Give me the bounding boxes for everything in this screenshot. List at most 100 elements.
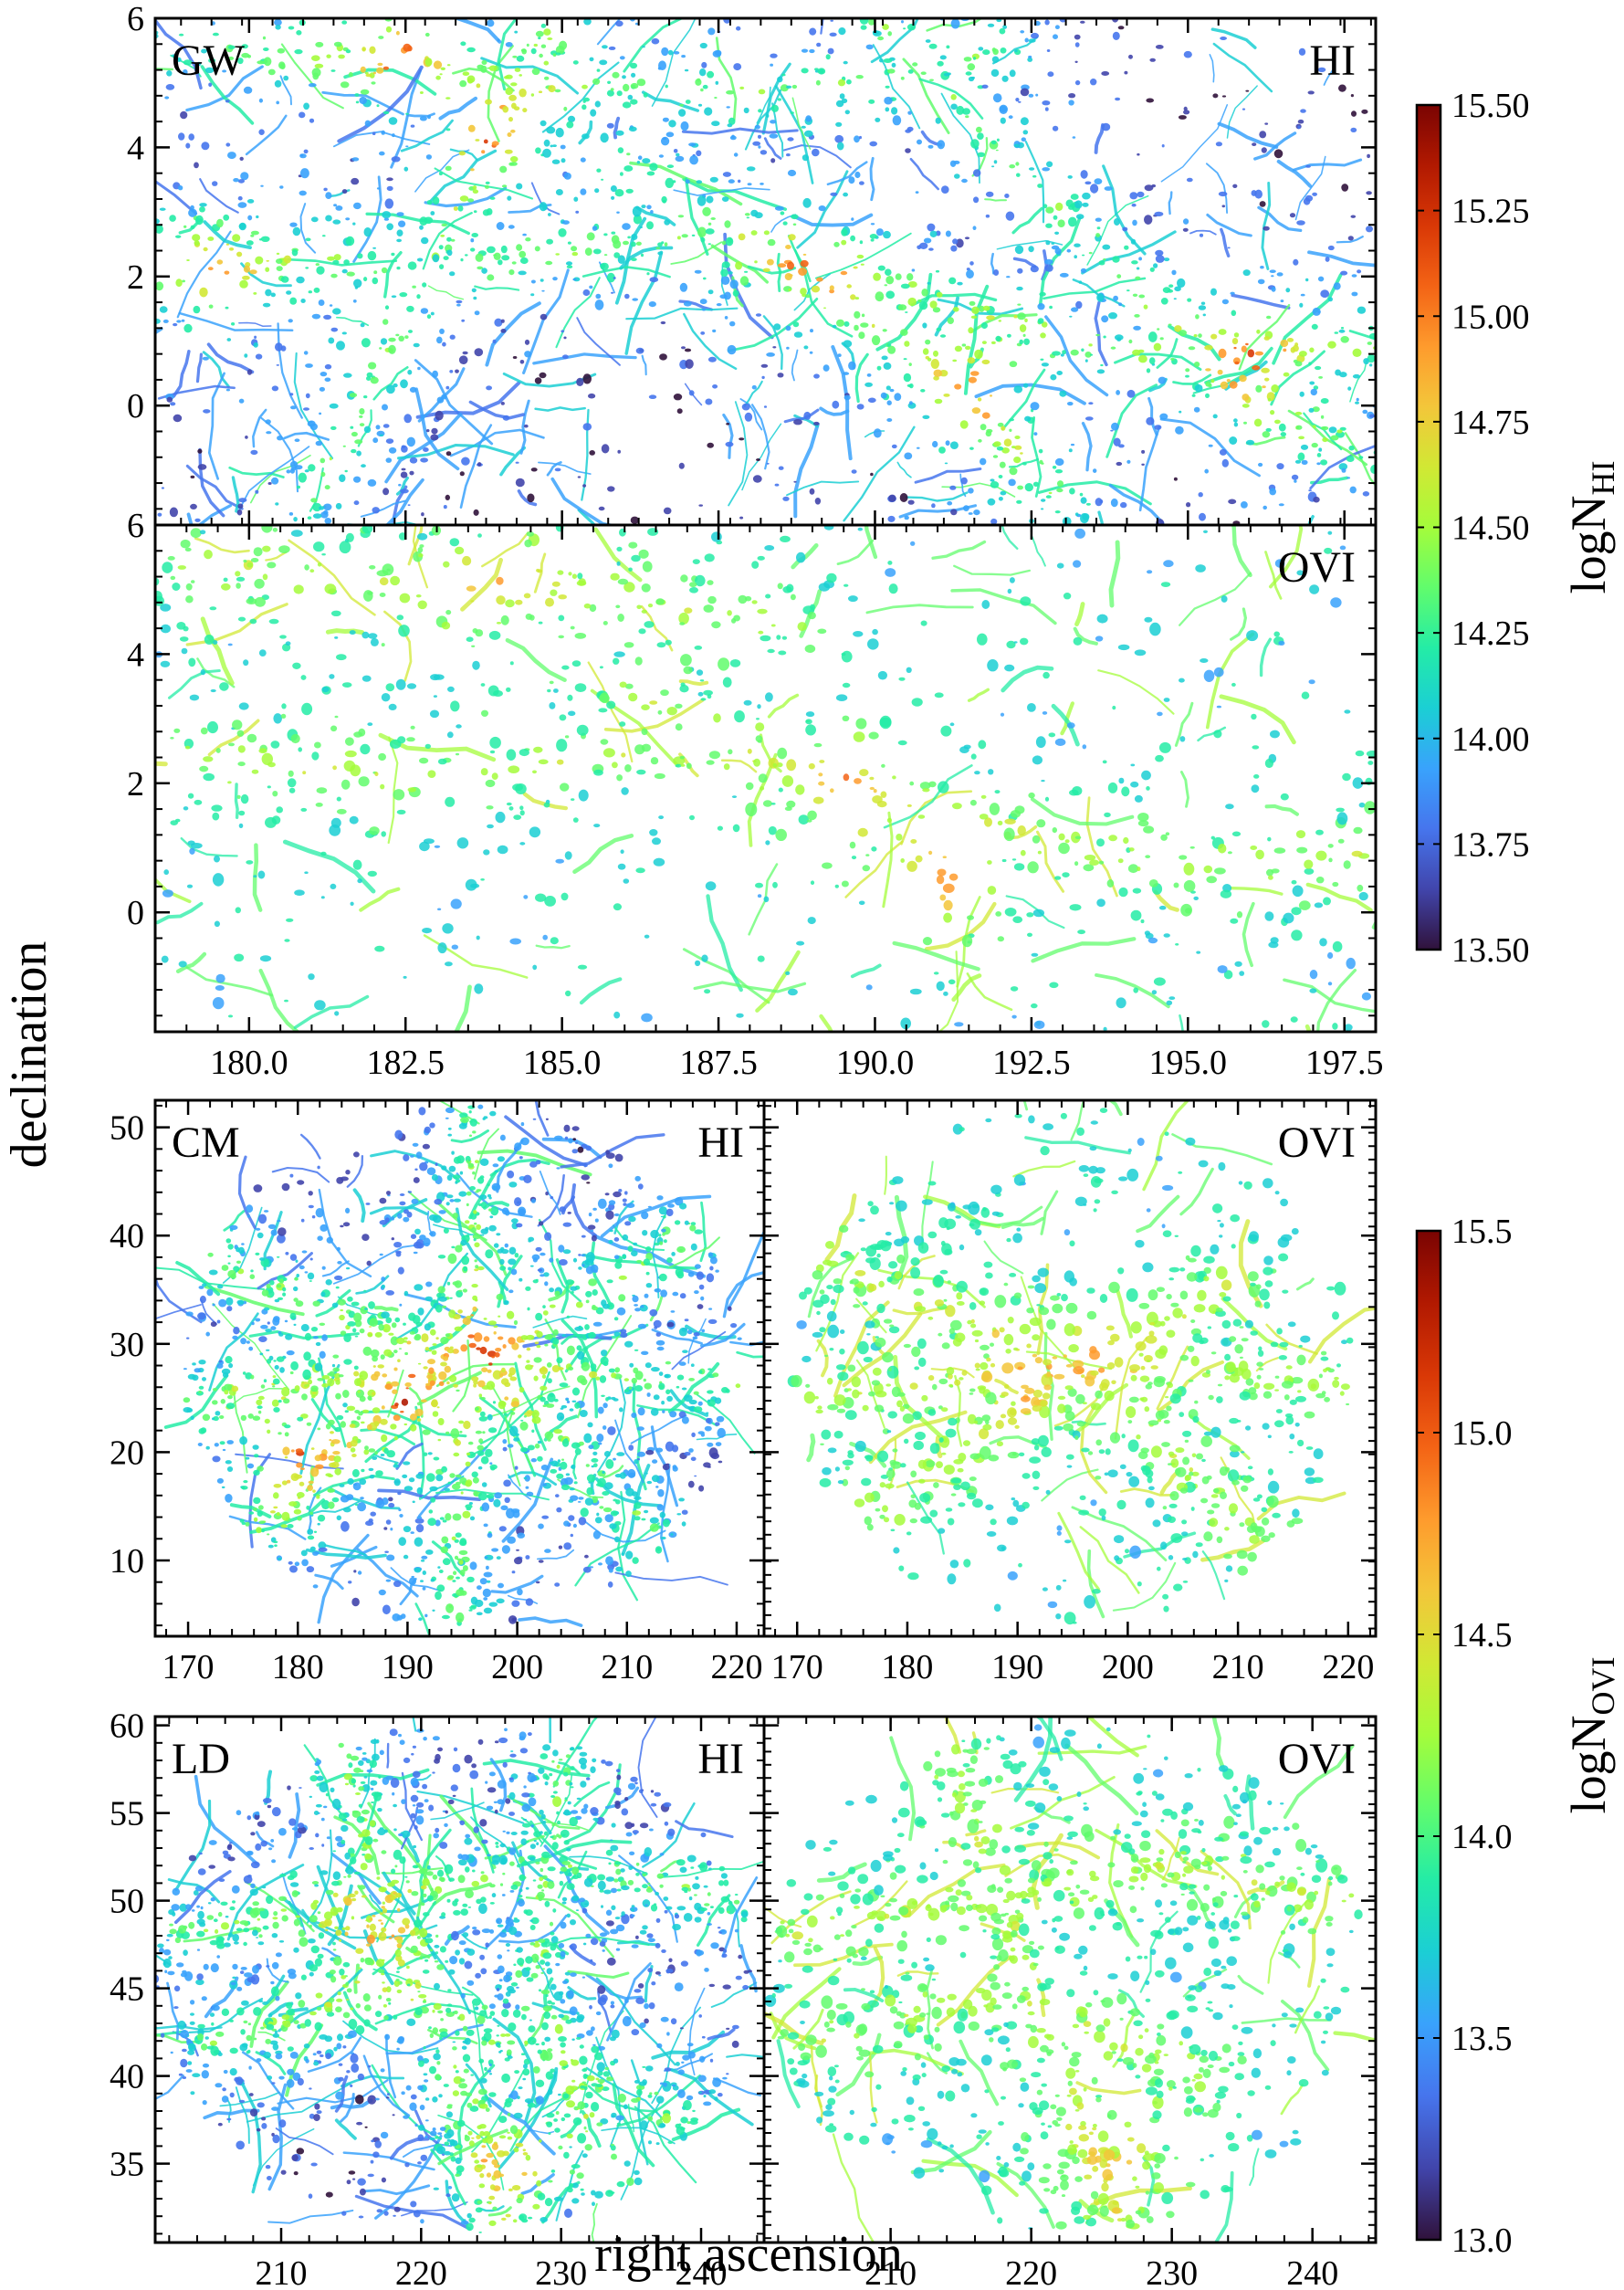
x-tick-label: 220 [1005,2254,1057,2290]
x-tick-label: 190.0 [836,1044,915,1082]
y-tick-label: 30 [110,1326,144,1364]
x-tick-label: 210 [864,2254,917,2290]
x-tick-label: 230 [535,2254,587,2290]
figure-ylabel: declination [1,941,58,1169]
tick-marks [764,1717,1376,2243]
tick-marks [154,523,1377,1032]
y-tick-label: 4 [127,636,144,674]
x-tick-label: 182.5 [367,1044,445,1082]
density-field [155,1717,764,2243]
panel-gw-hi: 6 4 2 0 GW HI [127,0,1378,527]
panel-ion-label: OVI [1278,1735,1356,1783]
x-tick-label: 230 [1146,2254,1198,2290]
x-tick-label: 240 [1286,2254,1338,2290]
x-tick-label: 220 [710,1648,762,1686]
y-tick-label: 35 [110,2146,144,2184]
axes-frame [153,523,1378,1034]
x-tick-label: 170 [771,1648,823,1686]
x-tick-label: 190 [991,1648,1043,1686]
colorbar-tick-label: 14.50 [1451,509,1530,548]
panel-ion-label: HI [697,1735,744,1783]
colorbar-gradient [1415,1229,1442,2242]
density-field [155,525,1376,1032]
x-tick-label: 170 [162,1648,215,1686]
x-tick-label: 197.5 [1305,1044,1384,1082]
panel-ion-label: HI [1309,37,1356,85]
colorbar-tick-label: 14.5 [1451,1616,1513,1654]
y-tick-label: 2 [127,765,144,804]
panel-ion-label: OVI [1278,1119,1356,1167]
colorbar-tick-label: 14.00 [1451,720,1530,759]
colorbar-tick-label: 13.50 [1451,931,1530,970]
panel-region-label: GW [172,37,246,85]
panel-cm-ovi: 170 180 190 200 210 220 OVI [762,1098,1378,1686]
axes-frame [762,1715,1378,2244]
colorbars: 13.50 13.75 14.00 14.25 14.50 14.75 15.00 15.25… [1415,87,1621,2260]
figure-xlabel: right ascension [594,2226,902,2283]
panel-gw-ovi: 180.0 182.5 185.0 187.5 190.0 192.5 195.0 197.5… [127,507,1384,1082]
colorbar-tick-label: 15.50 [1451,87,1530,125]
density-field [155,1100,764,1636]
colorbar-label: logNOVI [1561,1657,1621,1814]
colorbar-tick-label: 15.5 [1451,1213,1513,1251]
x-tick-label: 200 [491,1648,543,1686]
x-tick-label: 192.5 [992,1044,1071,1082]
axes-frame [762,1098,1378,1638]
colorbar-tick-label: 14.75 [1451,404,1530,442]
x-tick-label: 187.5 [679,1044,758,1082]
y-tick-label: 60 [110,1707,144,1746]
x-tick-label: 185.0 [523,1044,602,1082]
colorbar-tick-label: 14.0 [1451,1818,1513,1856]
panel-cm-hi: 170 180 190 200 210 220 50 40 30 20 10 CM HI [110,1098,766,1686]
x-tick-label: 210 [256,2254,308,2290]
y-tick-label: 2 [127,258,144,297]
colorbar-tick-label: 15.25 [1451,193,1530,231]
x-tick-label: 180.0 [210,1044,288,1082]
y-tick-label: 0 [127,387,144,425]
y-tick-label: 45 [110,1970,144,2009]
x-tick-label: 240 [676,2254,728,2290]
x-tick-label: 195.0 [1149,1044,1228,1082]
x-tick-label: 180 [272,1648,324,1686]
y-tick-label: 6 [127,0,144,38]
x-tick-label: 210 [601,1648,653,1686]
density-field [764,1100,1376,1636]
y-tick-label: 50 [110,1883,144,1921]
colorbar-ovi: 13.0 13.5 14.0 14.5 15.0 15.5 logNOVI [1415,1213,1621,2260]
x-tick-label: 180 [881,1648,933,1686]
colorbar-tick-label: 13.5 [1451,2020,1513,2058]
colorbar-hi: 13.50 13.75 14.00 14.25 14.50 14.75 15.00 15.25… [1415,87,1621,970]
panel-region-label: LD [172,1735,230,1783]
y-tick-label: 40 [110,1217,144,1255]
tick-marks [764,1100,1376,1636]
colorbar-label: logNHI [1561,461,1621,594]
x-tick-label: 200 [1102,1648,1154,1686]
y-tick-label: 10 [110,1542,144,1581]
colorbar-tick-label: 15.00 [1451,298,1530,336]
y-tick-label: 55 [110,1795,144,1833]
x-tick-label: 220 [395,2254,447,2290]
panel-ion-label: OVI [1278,543,1356,592]
panel-region-label: CM [172,1119,240,1167]
density-field [155,18,1376,525]
colorbar-tick-label: 15.0 [1451,1414,1513,1453]
colorbar-tick-label: 14.25 [1451,615,1530,653]
y-tick-label: 20 [110,1434,144,1472]
y-tick-label: 4 [127,129,144,167]
tick-marks [155,1100,764,1636]
colorbar-tick-label: 13.0 [1451,2222,1513,2260]
x-tick-label: 210 [1212,1648,1264,1686]
y-tick-label: 40 [110,2058,144,2096]
colorbar-tick-label: 13.75 [1451,825,1530,864]
panel-ion-label: HI [697,1119,744,1167]
x-tick-label: 190 [382,1648,434,1686]
panel-ld-hi: 210 220 230 240 60 55 50 45 40 35 LD HI [110,1707,766,2290]
panel-ld-ovi: 210 220 230 240 OVI [762,1715,1378,2290]
y-tick-label: 6 [127,507,144,545]
density-field [764,1717,1376,2243]
x-tick-label: 220 [1322,1648,1374,1686]
y-tick-label: 0 [127,894,144,932]
y-tick-label: 50 [110,1109,144,1148]
